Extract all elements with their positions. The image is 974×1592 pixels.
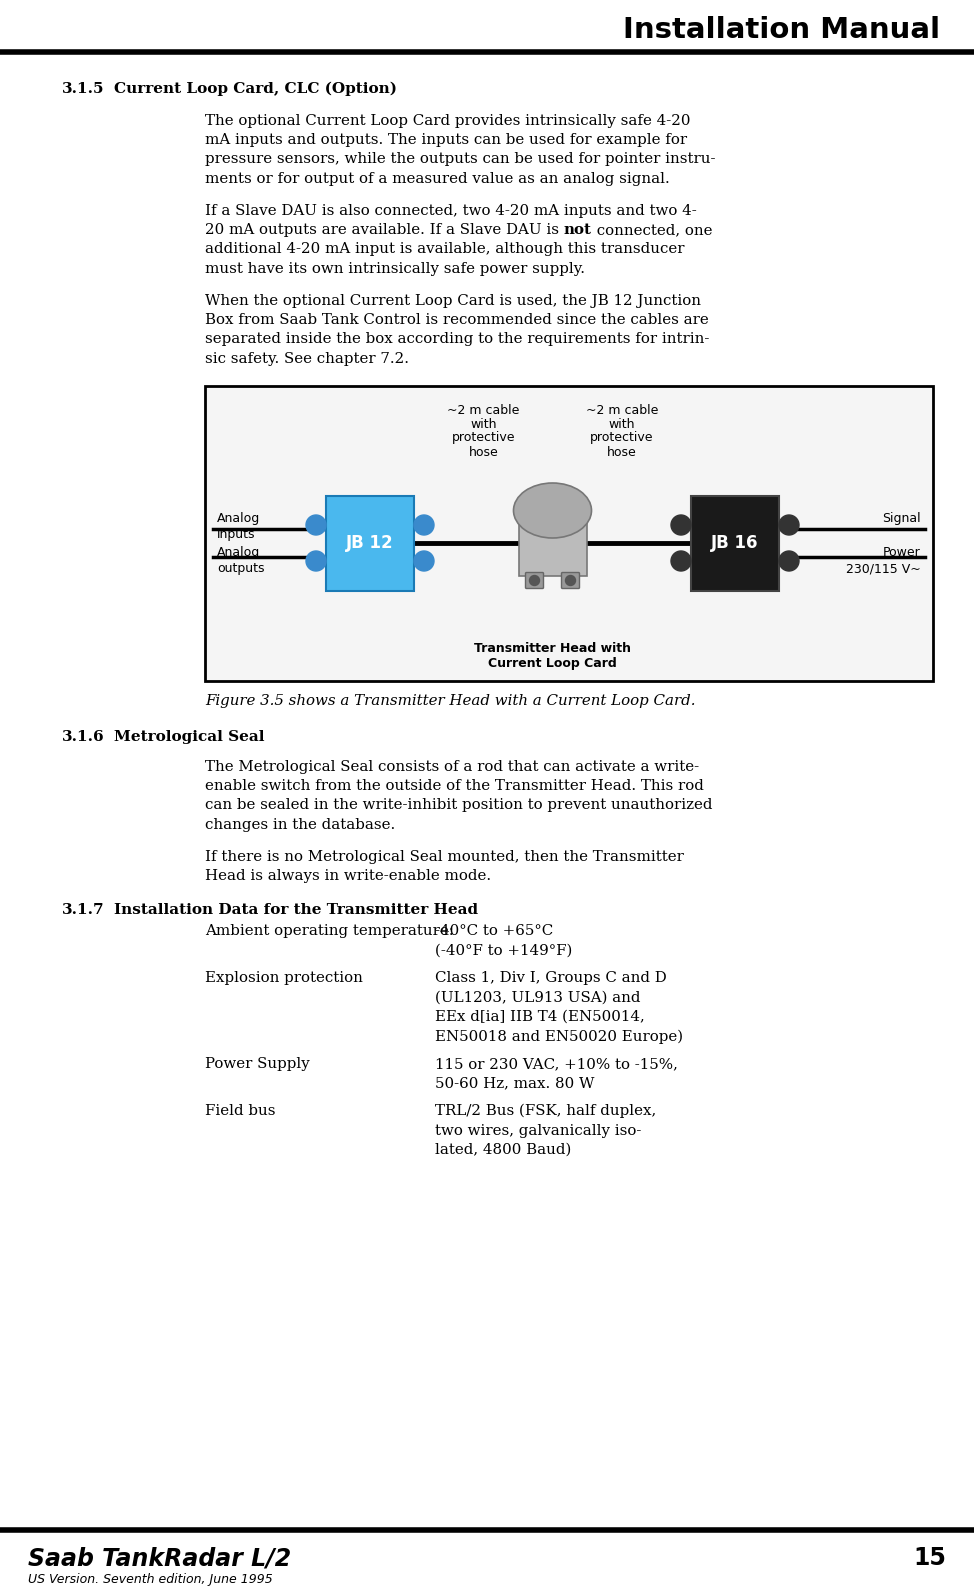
Text: Ambient operating temperature:: Ambient operating temperature:	[205, 923, 454, 938]
Text: not: not	[564, 223, 591, 237]
Text: If a Slave DAU is also connected, two 4-20 mA inputs and two 4-: If a Slave DAU is also connected, two 4-…	[205, 204, 696, 218]
Circle shape	[566, 575, 576, 586]
Text: If there is no Metrological Seal mounted, then the Transmitter: If there is no Metrological Seal mounted…	[205, 850, 684, 863]
Text: changes in the database.: changes in the database.	[205, 818, 395, 833]
Circle shape	[306, 551, 326, 572]
Text: 3.1.6: 3.1.6	[62, 731, 104, 743]
FancyBboxPatch shape	[691, 495, 779, 591]
Text: mA inputs and outputs. The inputs can be used for example for: mA inputs and outputs. The inputs can be…	[205, 134, 687, 146]
Circle shape	[306, 514, 326, 535]
Text: Head is always in write-enable mode.: Head is always in write-enable mode.	[205, 869, 491, 884]
Text: The Metrological Seal consists of a rod that can activate a write-: The Metrological Seal consists of a rod …	[205, 759, 699, 774]
FancyBboxPatch shape	[526, 573, 543, 589]
Text: Signal: Signal	[882, 513, 921, 525]
Text: protective: protective	[452, 431, 515, 444]
Text: inputs: inputs	[217, 529, 255, 541]
Text: Installation Manual: Installation Manual	[623, 16, 940, 45]
Text: US Version. Seventh edition, June 1995: US Version. Seventh edition, June 1995	[28, 1573, 273, 1587]
Text: Figure 3.5 shows a Transmitter Head with a Current Loop Card.: Figure 3.5 shows a Transmitter Head with…	[205, 694, 695, 708]
Text: When the optional Current Loop Card is used, the JB 12 Junction: When the optional Current Loop Card is u…	[205, 293, 701, 307]
Text: ~2 m cable: ~2 m cable	[585, 403, 658, 417]
Text: ments or for output of a measured value as an analog signal.: ments or for output of a measured value …	[205, 172, 670, 186]
Circle shape	[671, 514, 691, 535]
Text: 3.1.7: 3.1.7	[62, 903, 104, 917]
Text: hose: hose	[607, 446, 637, 458]
Text: Analog: Analog	[217, 546, 260, 559]
Text: 115 or 230 VAC, +10% to -15%,: 115 or 230 VAC, +10% to -15%,	[435, 1057, 678, 1071]
Text: hose: hose	[468, 446, 498, 458]
Text: (UL1203, UL913 USA) and: (UL1203, UL913 USA) and	[435, 990, 641, 1005]
Text: Saab TankRadar L/2: Saab TankRadar L/2	[28, 1546, 291, 1570]
Text: Analog: Analog	[217, 513, 260, 525]
Text: Installation Data for the Transmitter Head: Installation Data for the Transmitter He…	[114, 903, 478, 917]
Text: separated inside the box according to the requirements for intrin-: separated inside the box according to th…	[205, 333, 709, 347]
Text: Power: Power	[883, 546, 921, 559]
FancyBboxPatch shape	[518, 511, 586, 575]
Circle shape	[779, 514, 799, 535]
Text: with: with	[609, 417, 635, 430]
Text: Metrological Seal: Metrological Seal	[114, 731, 265, 743]
Text: -40°C to +65°C: -40°C to +65°C	[435, 923, 553, 938]
Text: connected, one: connected, one	[591, 223, 712, 237]
Text: with: with	[470, 417, 497, 430]
Text: JB 16: JB 16	[711, 533, 759, 552]
FancyBboxPatch shape	[205, 385, 933, 680]
Text: 15: 15	[914, 1546, 946, 1570]
Text: 3.1.5: 3.1.5	[62, 83, 104, 96]
Ellipse shape	[513, 482, 591, 538]
Text: two wires, galvanically iso-: two wires, galvanically iso-	[435, 1124, 641, 1138]
Text: lated, 4800 Baud): lated, 4800 Baud)	[435, 1143, 571, 1157]
Text: outputs: outputs	[217, 562, 265, 575]
Text: Box from Saab Tank Control is recommended since the cables are: Box from Saab Tank Control is recommende…	[205, 314, 709, 326]
Text: Field bus: Field bus	[205, 1103, 276, 1118]
Text: EEx d[ia] IIB T4 (EN50014,: EEx d[ia] IIB T4 (EN50014,	[435, 1009, 645, 1024]
Circle shape	[530, 575, 540, 586]
Text: Explosion protection: Explosion protection	[205, 971, 363, 985]
Circle shape	[671, 551, 691, 572]
Text: sic safety. See chapter 7.2.: sic safety. See chapter 7.2.	[205, 352, 409, 366]
Circle shape	[414, 514, 434, 535]
Text: protective: protective	[590, 431, 654, 444]
Text: Current Loop Card: Current Loop Card	[488, 657, 617, 670]
Text: Power Supply: Power Supply	[205, 1057, 310, 1071]
Circle shape	[414, 551, 434, 572]
Text: must have its own intrinsically safe power supply.: must have its own intrinsically safe pow…	[205, 263, 585, 275]
Text: enable switch from the outside of the Transmitter Head. This rod: enable switch from the outside of the Tr…	[205, 778, 704, 793]
Circle shape	[779, 551, 799, 572]
Text: can be sealed in the write-inhibit position to prevent unauthorized: can be sealed in the write-inhibit posit…	[205, 799, 713, 812]
Text: Transmitter Head with: Transmitter Head with	[474, 643, 631, 656]
Text: EN50018 and EN50020 Europe): EN50018 and EN50020 Europe)	[435, 1030, 683, 1044]
Text: Current Loop Card, CLC (Option): Current Loop Card, CLC (Option)	[114, 83, 397, 97]
Text: (-40°F to +149°F): (-40°F to +149°F)	[435, 944, 573, 957]
Text: pressure sensors, while the outputs can be used for pointer instru-: pressure sensors, while the outputs can …	[205, 153, 716, 167]
Text: TRL/2 Bus (FSK, half duplex,: TRL/2 Bus (FSK, half duplex,	[435, 1103, 656, 1119]
FancyBboxPatch shape	[326, 495, 414, 591]
Text: additional 4-20 mA input is available, although this transducer: additional 4-20 mA input is available, a…	[205, 242, 685, 256]
Text: JB 12: JB 12	[346, 533, 393, 552]
Text: 20 mA outputs are available. If a Slave DAU is: 20 mA outputs are available. If a Slave …	[205, 223, 564, 237]
Text: Class 1, Div I, Groups C and D: Class 1, Div I, Groups C and D	[435, 971, 667, 985]
Text: 50-60 Hz, max. 80 W: 50-60 Hz, max. 80 W	[435, 1076, 594, 1091]
Text: ~2 m cable: ~2 m cable	[447, 403, 519, 417]
Text: 230/115 V~: 230/115 V~	[846, 562, 921, 575]
Text: The optional Current Loop Card provides intrinsically safe 4-20: The optional Current Loop Card provides …	[205, 113, 691, 127]
FancyBboxPatch shape	[561, 573, 580, 589]
